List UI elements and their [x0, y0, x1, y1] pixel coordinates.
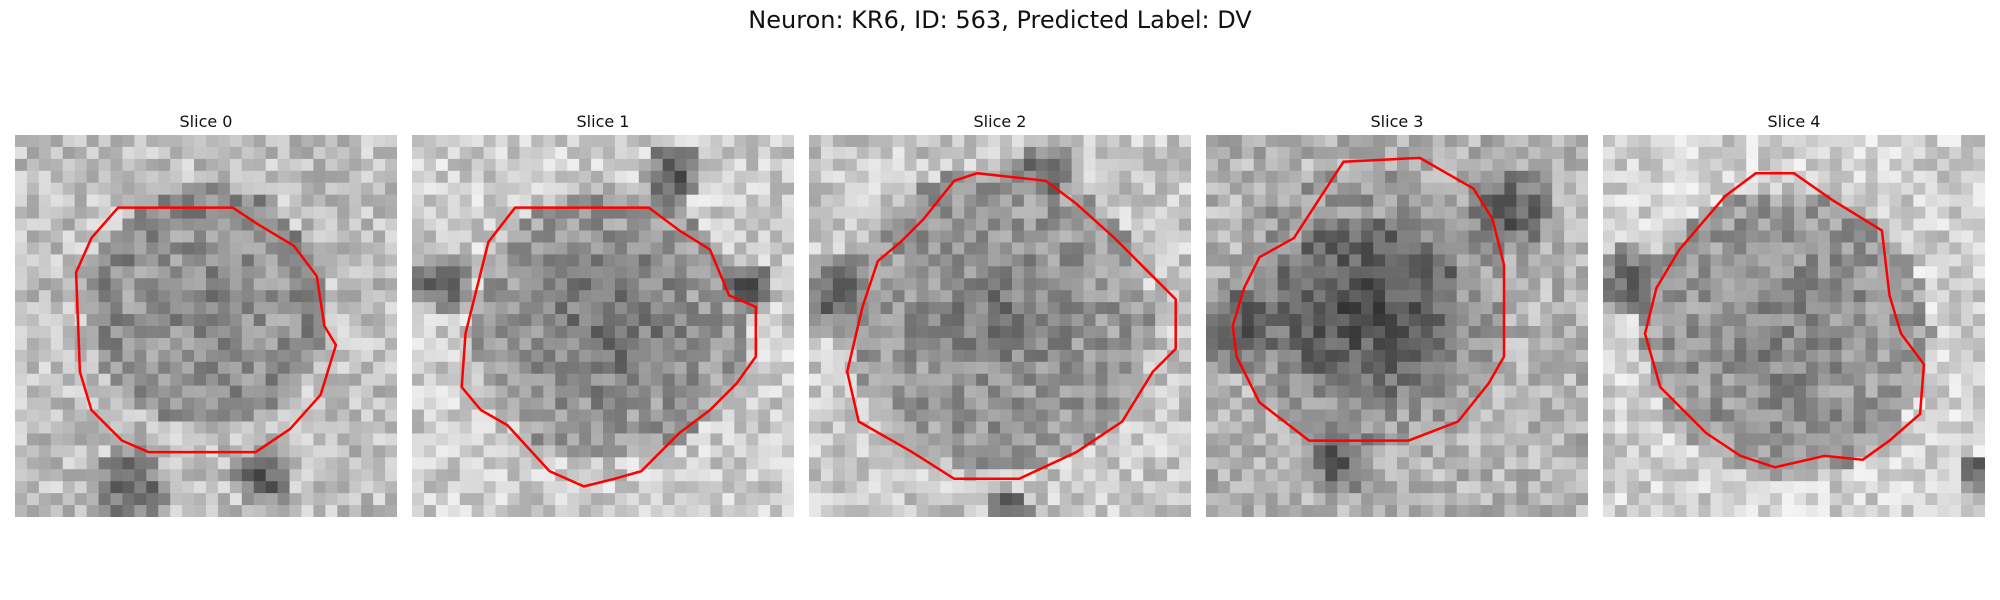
- slice-panel-0: Slice 0: [15, 110, 397, 517]
- roi-contour: [1231, 156, 1506, 442]
- roi-contour: [460, 206, 758, 488]
- figure-title: Neuron: KR6, ID: 563, Predicted Label: D…: [748, 6, 1252, 34]
- slice-panel-2: Slice 2: [809, 110, 1191, 517]
- slice-image: [809, 135, 1191, 517]
- slice-panel-4: Slice 4: [1603, 110, 1985, 517]
- slice-title: Slice 4: [1767, 112, 1821, 131]
- pixel-grid: [809, 135, 1191, 517]
- slice-title: Slice 1: [576, 112, 630, 131]
- pixel-grid: [1206, 135, 1588, 517]
- slice-panel-1: Slice 1: [412, 110, 794, 517]
- slice-title: Slice 0: [179, 112, 233, 131]
- pixel-grid: [15, 135, 397, 517]
- roi-contour: [1643, 171, 1926, 469]
- slice-title: Slice 3: [1370, 112, 1424, 131]
- pixel-grid: [1603, 135, 1985, 517]
- slice-panel-3: Slice 3: [1206, 110, 1588, 517]
- roi-contour: [74, 206, 338, 454]
- slice-title: Slice 2: [973, 112, 1027, 131]
- roi-contour: [845, 171, 1177, 481]
- slice-image: [1603, 135, 1985, 517]
- slice-image: [1206, 135, 1588, 517]
- pixel-grid: [412, 135, 794, 517]
- slice-image: [412, 135, 794, 517]
- slice-image: [15, 135, 397, 517]
